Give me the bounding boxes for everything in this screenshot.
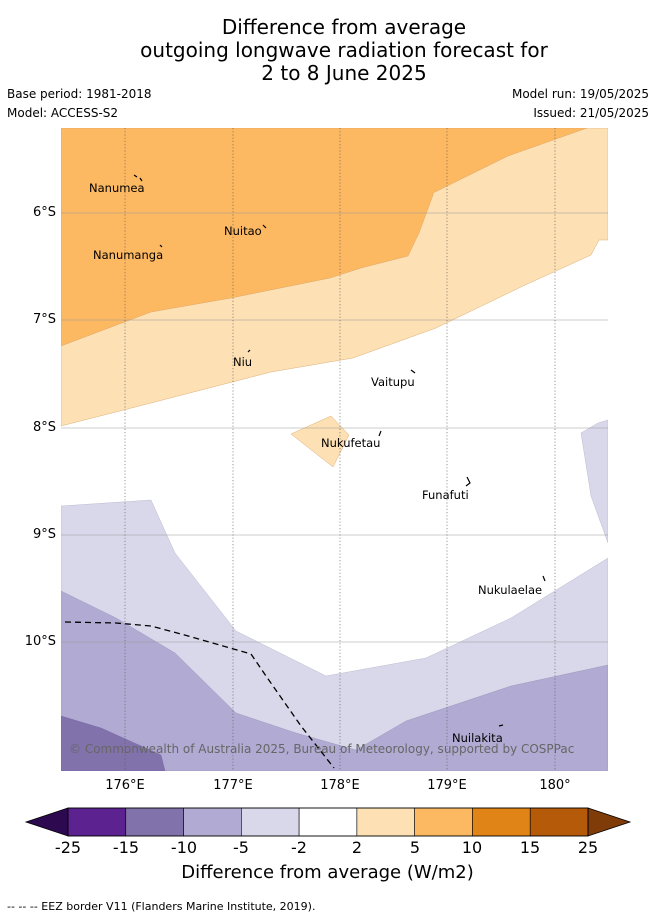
model-run-text: Model run: 19/05/2025 [511,87,649,101]
title-line-2: outgoing longwave radiation forecast for [140,38,548,62]
place-label: Nanumea [89,181,145,195]
colorbar-extend-high [587,807,632,837]
lon-label-178e: 178°E [320,778,360,793]
lon-label-180: 180° [539,778,571,793]
lat-label-10s: 10°S [24,634,56,649]
copyright-notice: © Commonwealth of Australia 2025, Bureau… [69,742,575,756]
place-label: Nuitao [224,224,262,238]
eez-legend: -- -- -- EEZ border V11 (Flanders Marine… [7,900,316,913]
colorbar-tick: 25 [577,838,599,857]
place-label: Nuilakita [452,731,503,745]
colorbar-tick: -15 [112,838,140,857]
olr-anomaly-map [61,128,608,771]
contour-medium-lavender [61,590,608,771]
colorbar-segment [356,807,415,837]
colorbar-segment [183,807,242,837]
title-line-1: Difference from average [221,15,467,39]
island-marks [133,174,546,727]
chart-title: Difference from average outgoing longwav… [0,16,655,85]
lon-label-176e: 176°E [105,778,145,793]
place-label: Nukulaelae [478,583,543,597]
eez-border [64,621,335,769]
colorbar-segment [472,807,531,837]
lat-label-7s: 7°S [32,312,56,327]
colorbar-segment [298,807,358,837]
lon-label-179e: 179°E [427,778,467,793]
title-line-3: 2 to 8 June 2025 [261,61,427,85]
issued-text: Issued: 21/05/2025 [533,106,649,120]
colorbar-segment [67,807,127,837]
colorbar-tick: 10 [461,838,483,857]
colorbar-tick: -10 [170,838,198,857]
contour-light-orange-patch [290,415,350,468]
colorbar [24,807,632,837]
base-period-text: Base period: 1981-2018 [7,87,152,101]
colorbar-segment [414,807,473,837]
place-label: Niu [233,355,253,369]
colorbar-segment [125,807,184,837]
contour-pale-lavender-edge [580,419,608,544]
lon-label-177e: 177°E [213,778,253,793]
colorbar-tick: 2 [351,838,363,857]
place-label: Vaitupu [371,375,415,389]
colorbar-tick: -5 [233,838,249,857]
colorbar-tick: 5 [409,838,421,857]
contour-orange [61,128,588,347]
lat-label-8s: 8°S [32,420,56,435]
colorbar-tick: -25 [54,838,82,857]
contour-dark-lavender [61,715,166,771]
place-label: Nukufetau [321,436,381,450]
lat-label-6s: 6°S [32,205,56,220]
place-label: Nanumanga [93,248,164,262]
colorbar-segment [529,807,589,837]
colorbar-segment [241,807,300,837]
colorbar-extend-low [24,807,69,837]
place-label: Funafuti [422,488,469,502]
latitude-gridlines [61,212,608,643]
lat-label-9s: 9°S [32,527,56,542]
model-text: Model: ACCESS-S2 [7,106,119,120]
colorbar-tick: 15 [519,838,541,857]
colorbar-tick: -2 [291,838,307,857]
colorbar-label: Difference from average (W/m2) [181,862,474,883]
